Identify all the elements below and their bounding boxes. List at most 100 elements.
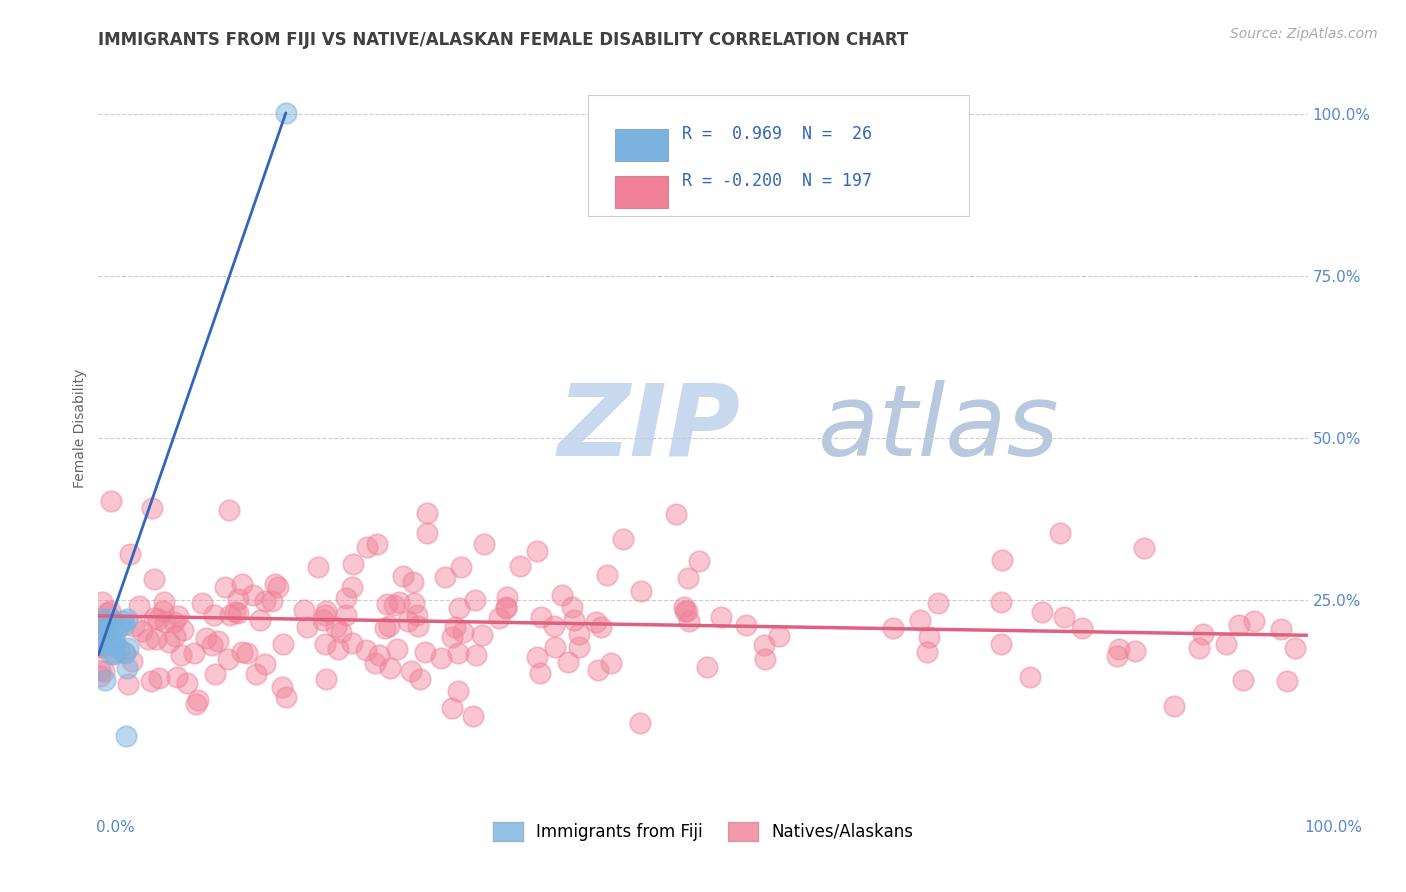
Point — [101, 615, 124, 629]
Point — [1188, 641, 1211, 656]
Point — [141, 674, 163, 689]
Point — [187, 693, 209, 707]
Point — [990, 595, 1012, 609]
Point — [231, 645, 253, 659]
FancyBboxPatch shape — [614, 129, 668, 161]
Point — [416, 506, 439, 520]
Point — [214, 580, 236, 594]
Point — [406, 607, 429, 622]
Point — [89, 640, 111, 654]
Point — [141, 501, 163, 516]
Point — [190, 597, 212, 611]
Point — [401, 574, 423, 589]
Point — [673, 605, 696, 619]
Point — [585, 615, 607, 629]
Point — [96, 606, 118, 620]
Point — [413, 645, 436, 659]
Text: R = -0.200  N = 197: R = -0.200 N = 197 — [682, 172, 873, 190]
Point — [93, 664, 115, 678]
Point — [94, 620, 117, 634]
Point — [297, 620, 319, 634]
Point — [688, 554, 710, 568]
Point — [262, 593, 284, 607]
Point — [496, 590, 519, 604]
Point — [157, 635, 180, 649]
Point — [675, 604, 697, 618]
Point — [696, 659, 718, 673]
Point — [568, 627, 591, 641]
Point — [1049, 526, 1071, 541]
Point — [329, 624, 352, 639]
Point — [472, 537, 495, 551]
Point — [1227, 617, 1250, 632]
Point — [271, 681, 294, 695]
Point — [1163, 698, 1185, 713]
Point — [396, 614, 419, 628]
Point — [1270, 622, 1292, 636]
Point — [274, 690, 297, 704]
Point — [927, 596, 949, 610]
Point — [530, 609, 553, 624]
Point — [1108, 642, 1130, 657]
Point — [118, 547, 141, 561]
Point — [263, 577, 285, 591]
Point — [447, 646, 470, 660]
Point — [97, 640, 120, 654]
Point — [415, 525, 437, 540]
Point — [231, 577, 253, 591]
Point — [94, 617, 117, 632]
Point — [430, 650, 453, 665]
Point — [882, 621, 904, 635]
Point — [915, 645, 938, 659]
Point — [98, 604, 121, 618]
Point — [148, 612, 170, 626]
Point — [401, 664, 423, 678]
Point — [224, 605, 246, 619]
Point — [1053, 609, 1076, 624]
Legend: Immigrants from Fiji, Natives/Alaskans: Immigrants from Fiji, Natives/Alaskans — [486, 815, 920, 847]
Point — [342, 557, 364, 571]
Point — [218, 503, 240, 517]
Point — [217, 652, 239, 666]
Point — [595, 568, 617, 582]
Point — [307, 560, 329, 574]
Point — [735, 618, 758, 632]
Point — [207, 634, 229, 648]
Point — [1275, 674, 1298, 689]
Point — [183, 646, 205, 660]
Point — [529, 665, 551, 680]
Point — [96, 615, 118, 630]
Text: atlas: atlas — [818, 380, 1060, 476]
Point — [1133, 541, 1156, 556]
Point — [172, 624, 194, 638]
FancyBboxPatch shape — [588, 95, 969, 216]
Point — [373, 621, 395, 635]
Point — [471, 628, 494, 642]
Point — [94, 673, 117, 687]
Point — [1215, 637, 1237, 651]
Point — [142, 611, 165, 625]
Point — [314, 637, 336, 651]
Point — [128, 599, 150, 614]
Point — [90, 612, 112, 626]
Point — [451, 625, 474, 640]
Point — [408, 672, 430, 686]
Point — [402, 597, 425, 611]
Point — [112, 644, 135, 658]
Point — [136, 632, 159, 646]
Point — [354, 643, 377, 657]
Point — [612, 532, 634, 546]
Point — [561, 600, 583, 615]
Point — [382, 598, 405, 612]
Point — [363, 657, 385, 671]
Point — [628, 715, 651, 730]
Point — [100, 647, 122, 661]
Point — [768, 628, 790, 642]
Point — [242, 589, 264, 603]
Point — [676, 571, 699, 585]
Point — [91, 631, 114, 645]
Point — [589, 619, 612, 633]
Point — [202, 607, 225, 622]
Point — [89, 669, 111, 683]
Point — [254, 594, 277, 608]
